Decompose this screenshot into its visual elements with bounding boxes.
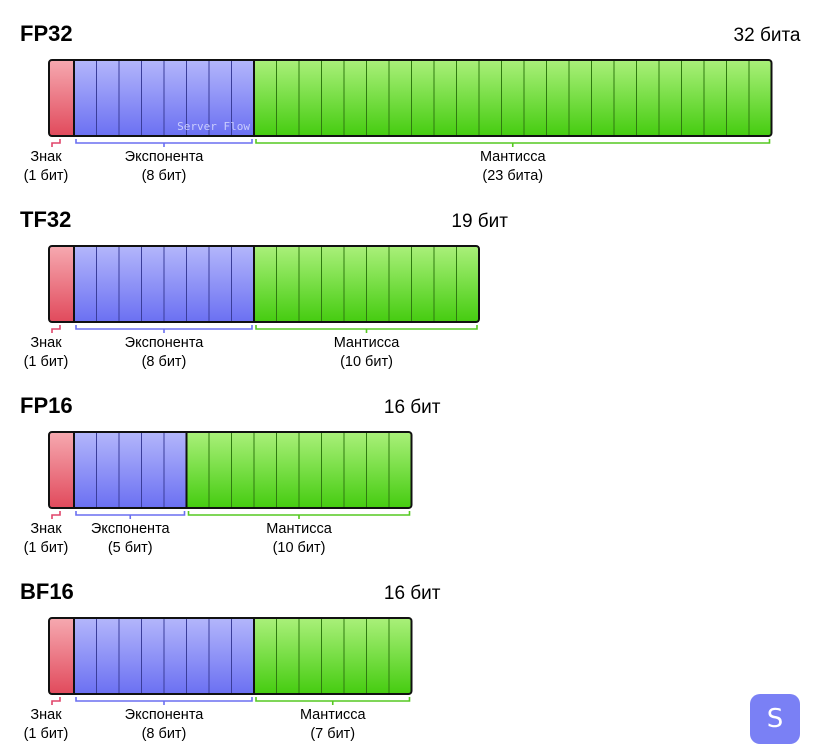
sign-field bbox=[49, 60, 74, 136]
format-name: FP16 bbox=[20, 393, 73, 418]
sign-label: Знак bbox=[30, 149, 62, 165]
bit-bar-outline bbox=[48, 59, 773, 137]
sign-bits-label: (1 бит) bbox=[24, 726, 69, 742]
exponent-label: Экспонента bbox=[125, 335, 205, 351]
mantissa-bracket bbox=[255, 697, 411, 705]
mantissa-label: Мантисса bbox=[480, 149, 547, 165]
sign-bits-label: (1 бит) bbox=[24, 168, 69, 184]
format-total-bits: 19 бит bbox=[451, 211, 508, 232]
sign-field bbox=[49, 246, 74, 322]
serverflow-logo: S bbox=[750, 694, 800, 744]
bit-bar-outline bbox=[48, 245, 480, 323]
mantissa-bits-label: (10 бит) bbox=[273, 540, 326, 556]
mantissa-bits-label: (23 бита) bbox=[482, 168, 543, 184]
mantissa-bits-label: (10 бит) bbox=[340, 354, 393, 370]
bit-bar-outline bbox=[48, 617, 413, 695]
sign-bracket bbox=[51, 697, 61, 705]
exponent-bits-label: (8 бит) bbox=[142, 726, 187, 742]
mantissa-label: Мантисса bbox=[300, 707, 367, 723]
logo-letter: S bbox=[766, 704, 784, 734]
exponent-bits-label: (8 бит) bbox=[142, 354, 187, 370]
format-fp16: FP16 16 бит Знак (1 бит) Экспонента (5 бит) Ма… bbox=[20, 393, 441, 556]
format-tf32: TF32 19 бит Знак (1 бит) Экспонента (8 бит) Ма… bbox=[20, 207, 508, 370]
format-name: FP32 bbox=[20, 21, 73, 46]
sign-bracket bbox=[51, 511, 61, 519]
format-name: BF16 bbox=[20, 579, 74, 604]
format-total-bits: 32 бита bbox=[734, 25, 801, 46]
exponent-bracket bbox=[75, 697, 253, 705]
sign-label: Знак bbox=[30, 707, 62, 723]
bit-bar-outline bbox=[48, 431, 413, 509]
sign-label: Знак bbox=[30, 335, 62, 351]
format-total-bits: 16 бит bbox=[384, 397, 441, 418]
exponent-bracket bbox=[75, 325, 253, 333]
sign-bits-label: (1 бит) bbox=[24, 540, 69, 556]
exponent-bracket bbox=[75, 511, 186, 519]
sign-field bbox=[49, 618, 74, 694]
sign-field bbox=[49, 432, 74, 508]
mantissa-label: Мантисса bbox=[334, 335, 401, 351]
format-name: TF32 bbox=[20, 207, 71, 232]
mantissa-bracket bbox=[187, 511, 411, 519]
exponent-label: Экспонента bbox=[125, 707, 205, 723]
mantissa-bits-label: (7 бит) bbox=[310, 726, 355, 742]
sign-label: Знак bbox=[30, 521, 62, 537]
exponent-bracket bbox=[75, 139, 253, 147]
sign-bits-label: (1 бит) bbox=[24, 354, 69, 370]
format-total-bits: 16 бит bbox=[384, 583, 441, 604]
mantissa-field bbox=[254, 60, 772, 136]
mantissa-field bbox=[254, 618, 412, 694]
mantissa-bracket bbox=[255, 139, 771, 147]
mantissa-bracket bbox=[255, 325, 478, 333]
exponent-label: Экспонента bbox=[125, 149, 205, 165]
sign-bracket bbox=[51, 325, 61, 333]
watermark: Server Flow bbox=[177, 120, 250, 133]
mantissa-label: Мантисса bbox=[266, 521, 333, 537]
sign-bracket bbox=[51, 139, 61, 147]
exponent-bits-label: (5 бит) bbox=[108, 540, 153, 556]
exponent-field bbox=[74, 432, 187, 508]
exponent-label: Экспонента bbox=[91, 521, 171, 537]
exponent-bits-label: (8 бит) bbox=[142, 168, 187, 184]
format-bf16: BF16 16 бит Знак (1 бит) Экспонента (8 бит) Ма… bbox=[20, 579, 441, 742]
format-fp32: FP32 32 бита Server Flow Знак (1 бит) Экспоне… bbox=[20, 21, 801, 184]
